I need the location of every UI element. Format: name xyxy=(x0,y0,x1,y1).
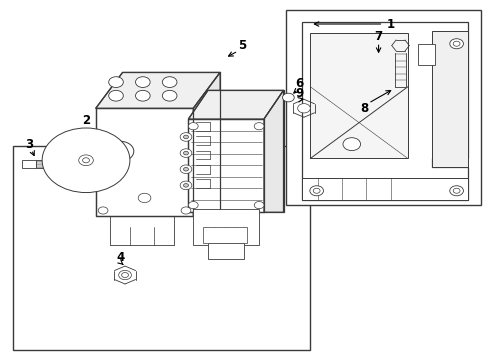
Circle shape xyxy=(183,135,188,139)
Polygon shape xyxy=(188,119,264,212)
Polygon shape xyxy=(264,90,283,212)
Circle shape xyxy=(162,90,177,101)
Polygon shape xyxy=(96,108,193,216)
Circle shape xyxy=(180,165,191,174)
Bar xyxy=(207,243,244,259)
Circle shape xyxy=(106,141,134,161)
Circle shape xyxy=(183,151,188,155)
Circle shape xyxy=(180,149,191,157)
Text: 4: 4 xyxy=(116,251,124,264)
Circle shape xyxy=(82,158,89,163)
Circle shape xyxy=(114,147,126,156)
Circle shape xyxy=(254,202,264,209)
Bar xyxy=(203,226,246,243)
Circle shape xyxy=(181,207,190,214)
Circle shape xyxy=(122,273,128,278)
Circle shape xyxy=(282,93,294,102)
Circle shape xyxy=(449,39,463,49)
Circle shape xyxy=(180,181,191,190)
Polygon shape xyxy=(302,22,467,200)
Circle shape xyxy=(42,128,130,193)
Text: 6: 6 xyxy=(295,77,303,90)
Bar xyxy=(310,33,407,158)
Text: 5: 5 xyxy=(238,39,245,52)
Text: 2: 2 xyxy=(82,114,90,127)
Text: 7: 7 xyxy=(374,30,382,43)
Circle shape xyxy=(180,133,191,141)
Circle shape xyxy=(297,104,310,113)
Polygon shape xyxy=(193,72,220,216)
Bar xyxy=(13,146,310,350)
Bar xyxy=(431,31,467,167)
Text: 3: 3 xyxy=(25,138,33,150)
Circle shape xyxy=(188,202,198,209)
Circle shape xyxy=(183,184,188,187)
Text: 9: 9 xyxy=(294,87,303,100)
Bar xyxy=(417,44,434,65)
Circle shape xyxy=(452,188,459,193)
Bar xyxy=(285,10,480,205)
Circle shape xyxy=(108,90,123,101)
Bar xyxy=(22,159,36,168)
Circle shape xyxy=(313,188,320,193)
Circle shape xyxy=(108,77,123,87)
Circle shape xyxy=(449,186,463,196)
Circle shape xyxy=(254,123,264,130)
Circle shape xyxy=(138,193,151,203)
Polygon shape xyxy=(96,72,220,108)
Circle shape xyxy=(98,207,108,214)
Circle shape xyxy=(342,138,360,150)
Circle shape xyxy=(452,41,459,46)
Circle shape xyxy=(188,123,198,130)
Bar xyxy=(193,209,259,244)
Circle shape xyxy=(79,155,93,166)
Circle shape xyxy=(119,270,131,280)
Circle shape xyxy=(162,77,177,87)
Circle shape xyxy=(135,90,150,101)
Text: 1: 1 xyxy=(386,18,394,31)
Polygon shape xyxy=(188,90,283,119)
Bar xyxy=(302,178,467,200)
Circle shape xyxy=(135,77,150,87)
Circle shape xyxy=(309,186,323,196)
Text: 8: 8 xyxy=(359,102,367,115)
Circle shape xyxy=(183,167,188,171)
